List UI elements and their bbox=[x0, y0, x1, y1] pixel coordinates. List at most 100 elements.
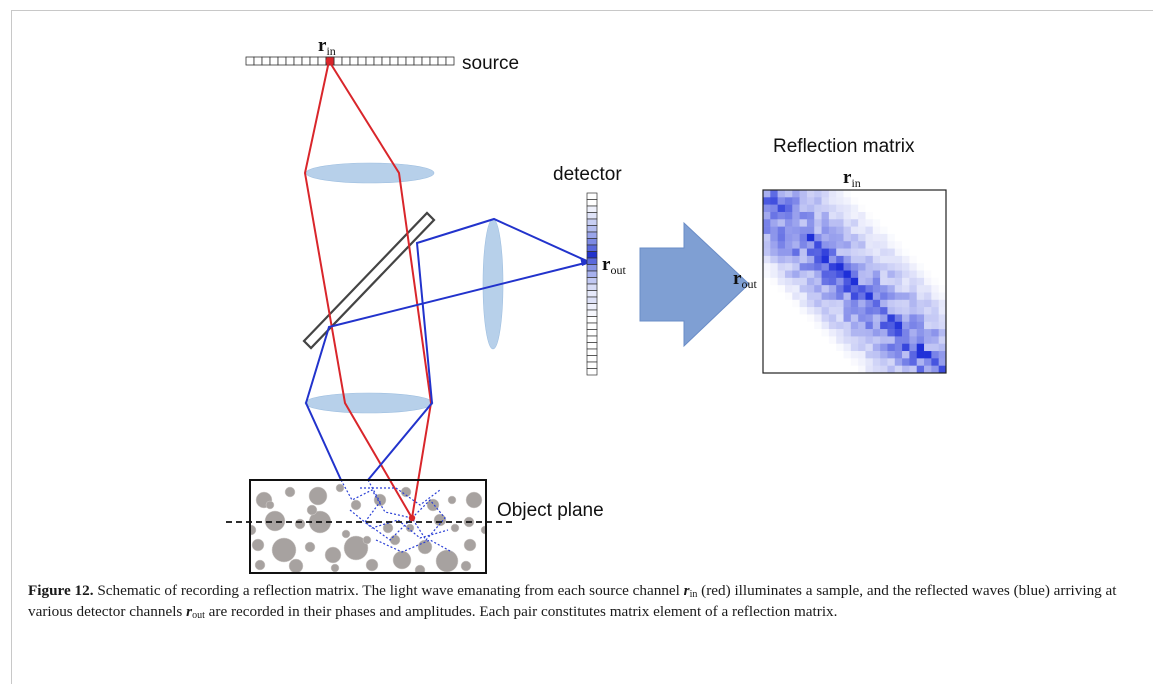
matrix-cell bbox=[858, 292, 866, 301]
matrix-cell bbox=[850, 255, 859, 264]
matrix-cell bbox=[894, 233, 903, 242]
matrix-cell bbox=[836, 307, 844, 315]
matrix-cell bbox=[770, 233, 778, 242]
matrix-cell bbox=[887, 358, 896, 366]
matrix-cell bbox=[799, 365, 808, 374]
matrix-cell bbox=[916, 314, 925, 323]
matrix-cell bbox=[924, 292, 932, 301]
matrix-cell bbox=[814, 197, 822, 205]
matrix-cell bbox=[850, 270, 859, 279]
particle bbox=[480, 525, 485, 535]
matrix-cell bbox=[909, 233, 918, 242]
matrix-cell bbox=[858, 211, 866, 220]
source-cell bbox=[349, 56, 359, 66]
matrix-cell bbox=[872, 190, 881, 198]
matrix-cell bbox=[836, 351, 844, 359]
matrix-cell bbox=[938, 277, 947, 286]
matrix-cell bbox=[784, 226, 793, 235]
matrix-cell bbox=[836, 336, 844, 345]
matrix-cell bbox=[931, 277, 939, 286]
matrix-cell bbox=[806, 226, 815, 235]
matrix-cell bbox=[865, 321, 874, 330]
matrix-cell bbox=[763, 263, 771, 271]
matrix-cell bbox=[872, 358, 881, 366]
matrix-cell bbox=[938, 241, 947, 249]
matrix-cell bbox=[858, 321, 866, 330]
matrix-cell bbox=[792, 190, 800, 198]
detector-cell bbox=[586, 277, 598, 285]
matrix-cell bbox=[865, 307, 874, 315]
matrix-cell bbox=[909, 285, 918, 293]
matrix-cell bbox=[872, 285, 881, 293]
detector-cell bbox=[586, 251, 598, 259]
matrix-cell bbox=[865, 263, 874, 271]
matrix-cell bbox=[894, 226, 903, 235]
matrix-cell bbox=[814, 343, 822, 352]
matrix-cell bbox=[850, 299, 859, 308]
matrix-cell bbox=[887, 270, 896, 279]
matrix-cell bbox=[828, 336, 837, 345]
matrix-cell bbox=[821, 226, 830, 235]
matrix-cell bbox=[887, 285, 896, 293]
figure-frame-left bbox=[11, 10, 12, 684]
matrix-cell bbox=[821, 307, 830, 315]
matrix-cell bbox=[763, 226, 771, 235]
matrix-cell bbox=[792, 241, 800, 249]
matrix-cell bbox=[777, 329, 786, 337]
matrix-cell bbox=[880, 255, 888, 264]
matrix-cell bbox=[821, 299, 830, 308]
matrix-cell bbox=[814, 270, 822, 279]
matrix-cell bbox=[872, 321, 881, 330]
matrix-cell bbox=[865, 204, 874, 213]
matrix-cell bbox=[858, 343, 866, 352]
matrix-cell bbox=[880, 321, 888, 330]
matrix-cell bbox=[872, 299, 881, 308]
matrix-cell bbox=[792, 211, 800, 220]
matrix-cell bbox=[909, 343, 918, 352]
matrix-cell bbox=[865, 299, 874, 308]
matrix-cell bbox=[916, 351, 925, 359]
matrix-cell bbox=[843, 204, 852, 213]
matrix-cell bbox=[916, 285, 925, 293]
detector-cell bbox=[586, 264, 598, 272]
matrix-cell bbox=[792, 314, 800, 323]
matrix-cell bbox=[850, 190, 859, 198]
matrix-cell bbox=[784, 336, 793, 345]
matrix-cell bbox=[880, 314, 888, 323]
matrix-cell bbox=[931, 358, 939, 366]
matrix-cell bbox=[792, 321, 800, 330]
source-cell bbox=[381, 56, 391, 66]
matrix-cell bbox=[931, 233, 939, 242]
detector-cell bbox=[586, 270, 598, 278]
matrix-cell bbox=[784, 277, 793, 286]
matrix-cell bbox=[777, 211, 786, 220]
matrix-cell bbox=[792, 270, 800, 279]
matrix-cell bbox=[806, 255, 815, 264]
matrix-cell bbox=[916, 190, 925, 198]
matrix-cell bbox=[799, 197, 808, 205]
matrix-cell bbox=[770, 190, 778, 198]
matrix-cell bbox=[836, 226, 844, 235]
matrix-cell bbox=[924, 197, 932, 205]
matrix-cell bbox=[821, 321, 830, 330]
lower-lens bbox=[304, 392, 434, 414]
matrix-cell bbox=[887, 204, 896, 213]
matrix-cell bbox=[784, 204, 793, 213]
matrix-cell bbox=[850, 314, 859, 323]
matrix-cell bbox=[792, 204, 800, 213]
matrix-cell bbox=[858, 197, 866, 205]
matrix-cell bbox=[924, 248, 932, 257]
matrix-cell bbox=[872, 336, 881, 345]
matrix-cell bbox=[828, 211, 837, 220]
matrix-cell bbox=[821, 197, 830, 205]
detector-cell bbox=[586, 199, 598, 207]
matrix-cell bbox=[872, 277, 881, 286]
matrix-cell bbox=[799, 241, 808, 249]
matrix-cell bbox=[909, 255, 918, 264]
caption-text-2: (red) illuminates a sample, and the refl… bbox=[28, 582, 1117, 620]
matrix-cell bbox=[843, 285, 852, 293]
matrix-cell bbox=[894, 204, 903, 213]
matrix-cell bbox=[828, 255, 837, 264]
matrix-cell bbox=[784, 248, 793, 257]
matrix-cell bbox=[770, 365, 778, 374]
